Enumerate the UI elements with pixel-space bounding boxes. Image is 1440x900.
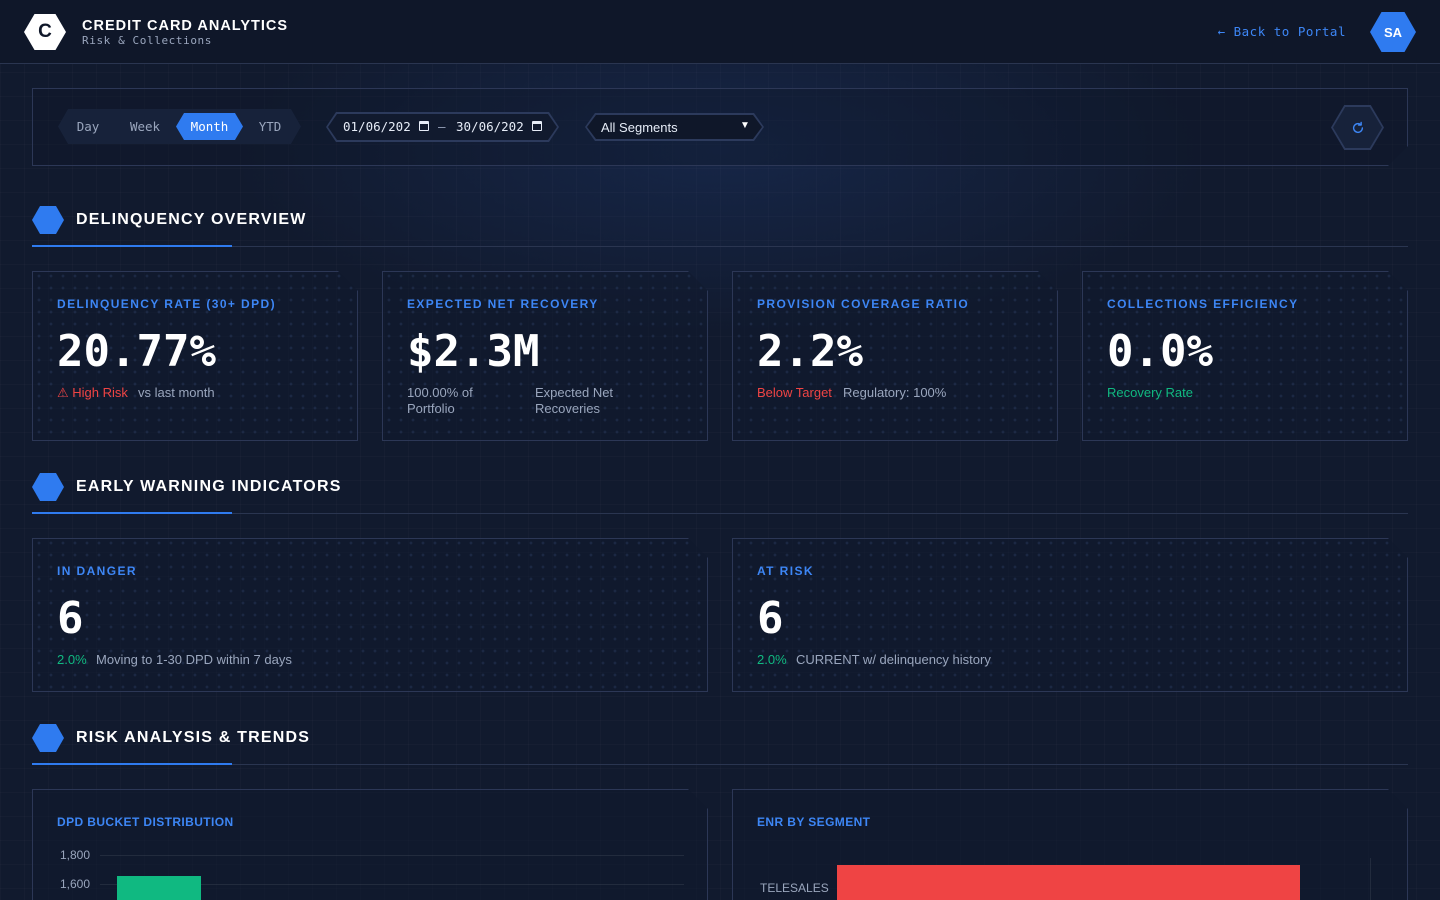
warning-card-in-danger bbox=[32, 538, 708, 692]
date-to-input[interactable]: 30/06/202 bbox=[456, 119, 524, 134]
chart-gridline bbox=[100, 884, 684, 885]
kpi-card-collections-efficiency bbox=[1082, 271, 1408, 441]
warning-value: 6 bbox=[57, 593, 84, 644]
warning-percent: 2.0% bbox=[757, 652, 787, 667]
section-title-delinquency: DELINQUENCY OVERVIEW bbox=[76, 211, 307, 228]
date-separator: – bbox=[438, 119, 446, 134]
kpi-status-below-target: Below Target bbox=[757, 385, 832, 400]
kpi-label: DELINQUENCY RATE (30+ DPD) bbox=[57, 297, 276, 311]
chart-gridline bbox=[1370, 858, 1371, 900]
user-avatar[interactable]: SA bbox=[1370, 12, 1416, 52]
caret-down-icon[interactable]: ▼ bbox=[740, 120, 750, 131]
kpi-label: EXPECTED NET RECOVERY bbox=[407, 297, 599, 311]
calendar-icon[interactable] bbox=[532, 121, 542, 131]
kpi-status-recovery-rate: Recovery Rate bbox=[1107, 385, 1193, 400]
section-divider bbox=[32, 764, 1408, 765]
segment-select-value[interactable]: All Segments bbox=[601, 120, 678, 135]
kpi-note: vs last month bbox=[138, 385, 215, 400]
kpi-card-provision-coverage bbox=[732, 271, 1058, 441]
app-title: CREDIT CARD ANALYTICS bbox=[82, 18, 289, 34]
warning-value: 6 bbox=[757, 593, 784, 644]
warning-percent: 2.0% bbox=[57, 652, 87, 667]
period-month-button[interactable]: Month bbox=[176, 113, 243, 140]
kpi-value: 20.77% bbox=[57, 326, 216, 377]
chart-gridline bbox=[100, 855, 684, 856]
section-hex-icon bbox=[32, 206, 64, 234]
kpi-note: Regulatory: 100% bbox=[843, 385, 947, 400]
y-tick-label: 1,600 bbox=[60, 877, 91, 891]
chart-title: DPD BUCKET DISTRIBUTION bbox=[57, 815, 234, 829]
date-from-input[interactable]: 01/06/202 bbox=[343, 119, 411, 134]
chart-title: ENR BY SEGMENT bbox=[757, 815, 871, 829]
kpi-value: 0.0% bbox=[1107, 326, 1213, 377]
section-divider bbox=[32, 246, 1408, 247]
kpi-label: PROVISION COVERAGE RATIO bbox=[757, 297, 970, 311]
warning-label: AT RISK bbox=[757, 564, 814, 578]
section-hex-icon bbox=[32, 473, 64, 501]
section-title-early-warning: EARLY WARNING INDICATORS bbox=[76, 478, 342, 495]
app-subtitle: Risk & Collections bbox=[82, 34, 213, 47]
section-divider-accent bbox=[32, 512, 232, 514]
kpi-card-expected-net-recovery bbox=[382, 271, 708, 441]
kpi-note-portfolio: 100.00% of Portfolio bbox=[407, 385, 473, 416]
warning-note: Moving to 1-30 DPD within 7 days bbox=[96, 652, 292, 667]
section-divider-accent bbox=[32, 245, 232, 247]
kpi-value: 2.2% bbox=[757, 326, 863, 377]
warning-card-at-risk bbox=[732, 538, 1408, 692]
section-hex-icon bbox=[32, 724, 64, 752]
y-tick-label: 1,800 bbox=[60, 848, 91, 862]
chart-bar bbox=[117, 876, 201, 900]
kpi-card-delinquency-rate bbox=[32, 271, 358, 441]
chart-bar bbox=[837, 865, 1300, 900]
back-to-portal-link[interactable]: ← Back to Portal bbox=[1217, 24, 1346, 39]
section-divider-accent bbox=[32, 763, 232, 765]
section-title-risk-analysis: RISK ANALYSIS & TRENDS bbox=[76, 729, 311, 746]
date-range-field bbox=[328, 114, 557, 140]
app-header: C CREDIT CARD ANALYTICS Risk & Collectio… bbox=[0, 0, 1440, 64]
calendar-icon[interactable] bbox=[419, 121, 429, 131]
kpi-value: $2.3M bbox=[407, 326, 540, 377]
kpi-label: COLLECTIONS EFFICIENCY bbox=[1107, 297, 1299, 311]
kpi-note-recoveries: Expected Net Recoveries bbox=[535, 385, 614, 416]
period-week-button[interactable]: Week bbox=[129, 119, 161, 134]
period-ytd-button[interactable]: YTD bbox=[258, 119, 282, 134]
refresh-icon[interactable] bbox=[1351, 121, 1365, 135]
kpi-status-high-risk: ⚠ High Risk bbox=[57, 385, 128, 400]
app-logo: C bbox=[24, 14, 66, 50]
period-day-button[interactable]: Day bbox=[76, 119, 100, 134]
section-divider bbox=[32, 513, 1408, 514]
segment-select-field[interactable] bbox=[587, 115, 762, 139]
warning-label: IN DANGER bbox=[57, 564, 137, 578]
warning-note: CURRENT w/ delinquency history bbox=[796, 652, 991, 667]
y-category-label: TELESALES bbox=[760, 881, 829, 895]
